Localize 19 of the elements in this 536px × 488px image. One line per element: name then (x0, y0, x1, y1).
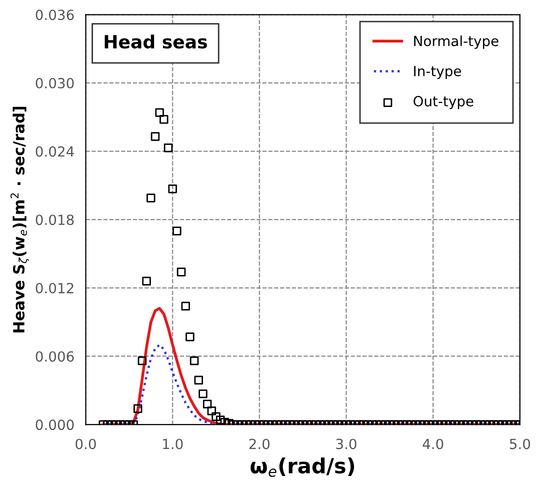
legend-label: In-type (414, 66, 461, 80)
x-tick-label: 5.0 (510, 438, 530, 450)
y-axis-title: Heave S$_{ζ}$(w$_{e}$)[m$^{2}$ · sec/rad] (10, 106, 30, 332)
x-tick-label: 0.0 (76, 438, 96, 450)
legend-label: Out-type (414, 96, 474, 110)
annotation: Head seas (104, 34, 207, 49)
y-tick-label: 0.006 (36, 351, 74, 362)
y-tick-label: 0.030 (36, 78, 74, 88)
y-tick-label: 0.036 (36, 10, 74, 20)
y-tick-label: 0.000 (36, 420, 74, 430)
x-tick-label: 3.0 (336, 438, 356, 450)
y-tick-label: 0.012 (36, 282, 74, 294)
x-tick-label: 2.0 (249, 438, 270, 450)
y-tick-label: 0.024 (36, 146, 74, 157)
legend-label: Normal-type (414, 35, 498, 49)
x-tick-label: 1.0 (163, 438, 183, 450)
x-tick-label: 4.0 (422, 438, 444, 450)
y-tick-label: 0.018 (36, 214, 74, 226)
x-axis-title: ω$_{e}$(rad/s) (250, 457, 354, 477)
